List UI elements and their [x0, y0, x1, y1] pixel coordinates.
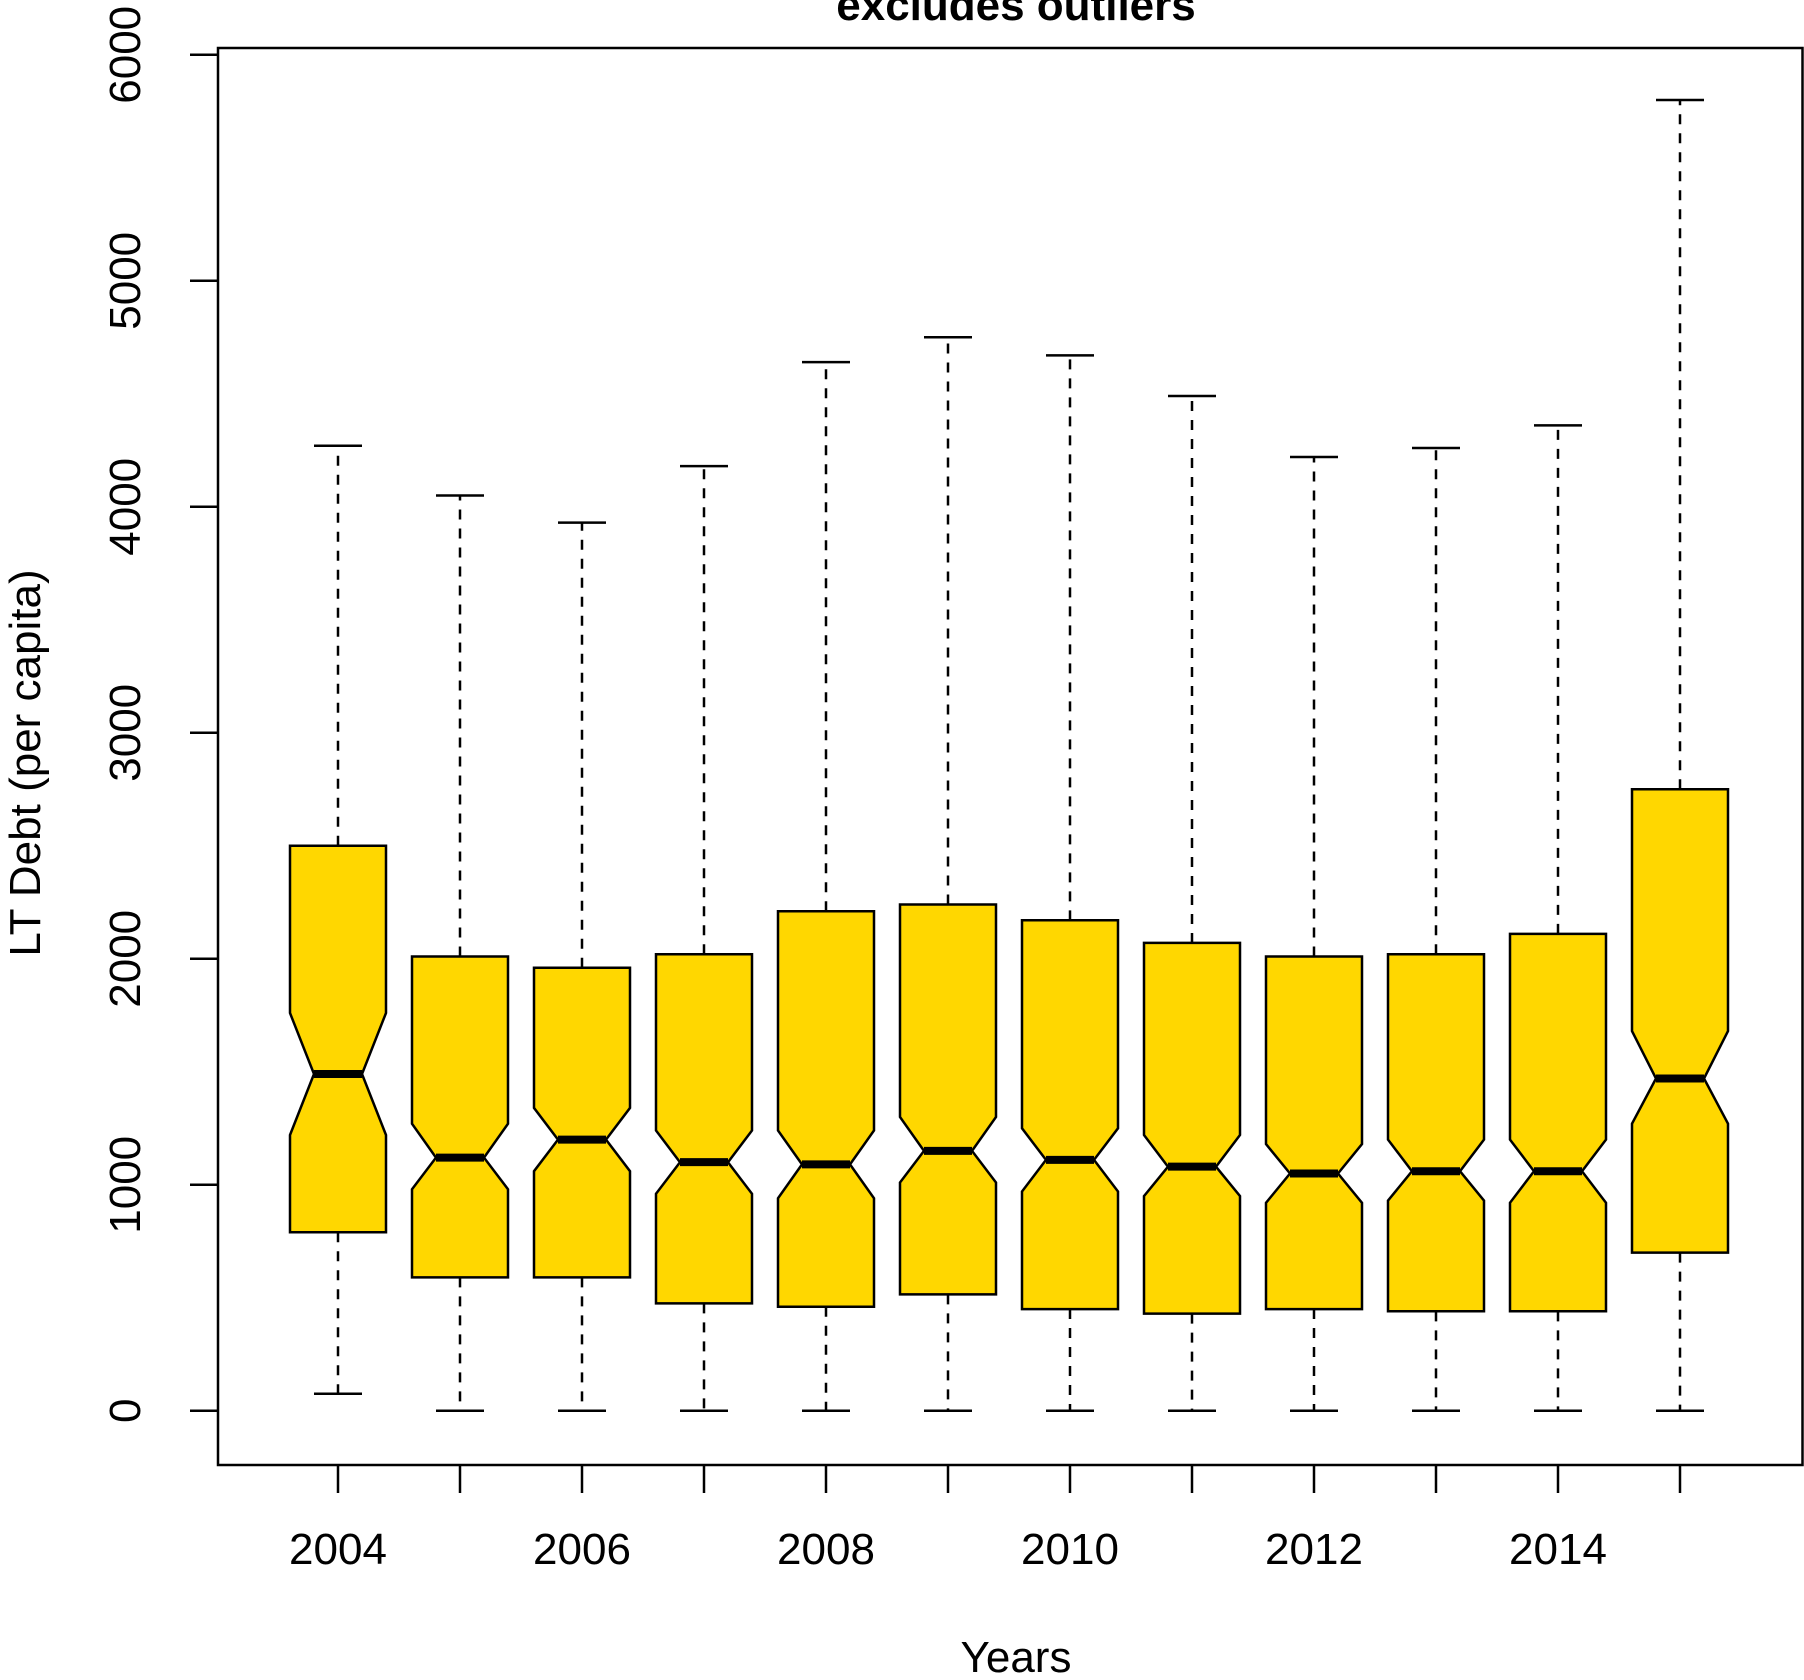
x-tick-label-2012: 2012	[1265, 1525, 1363, 1574]
box-body-2015	[1630, 788, 1730, 1254]
chart-title: excludes outliers	[836, 0, 1195, 30]
y-tick-label-5000: 5000	[101, 232, 150, 330]
box-body-2007	[654, 952, 754, 1305]
box-body-2012	[1264, 955, 1364, 1311]
box-2004	[288, 444, 388, 1396]
box-body-2014	[1508, 932, 1608, 1313]
box-body-2005	[410, 955, 510, 1279]
y-tick-label-6000: 6000	[101, 6, 150, 104]
y-tick-label-3000: 3000	[101, 684, 150, 782]
box-2012	[1264, 455, 1364, 1413]
box-2007	[654, 464, 754, 1413]
box-body-2009	[898, 903, 998, 1296]
box-2005	[410, 494, 510, 1413]
y-tick-label-4000: 4000	[101, 458, 150, 556]
box-2009	[898, 336, 998, 1413]
x-axis-title: Years	[961, 1633, 1072, 1680]
y-tick-label-1000: 1000	[101, 1136, 150, 1234]
plot-area	[216, 46, 1804, 1467]
y-axis-title: LT Debt (per capita)	[1, 569, 50, 956]
box-body-2006	[532, 966, 632, 1279]
x-tick-label-2008: 2008	[777, 1525, 875, 1574]
box-2010	[1020, 354, 1120, 1413]
x-tick-label-2004: 2004	[289, 1525, 387, 1574]
box-2014	[1508, 424, 1608, 1413]
box-body-2004	[288, 844, 388, 1234]
x-tick-label-2010: 2010	[1021, 1525, 1119, 1574]
box-2006	[532, 521, 632, 1413]
box-body-2013	[1386, 952, 1486, 1313]
x-tick-label-2006: 2006	[533, 1525, 631, 1574]
box-2011	[1142, 394, 1242, 1413]
box-2015	[1630, 98, 1730, 1413]
plot-frame	[216, 46, 1804, 1467]
box-2008	[776, 360, 876, 1413]
y-axis: 0 1000 2000 3000 4000 5000 6000	[101, 6, 218, 1423]
x-axis: 2004 2006 2008 2010 2012 2014	[289, 1465, 1682, 1574]
y-tick-label-2000: 2000	[101, 910, 150, 1008]
x-tick-label-2014: 2014	[1509, 1525, 1607, 1574]
box-body-2008	[776, 910, 876, 1309]
y-tick-label-0: 0	[101, 1399, 150, 1423]
box-body-2010	[1020, 919, 1120, 1311]
box-2013	[1386, 446, 1486, 1413]
box-body-2011	[1142, 941, 1242, 1315]
